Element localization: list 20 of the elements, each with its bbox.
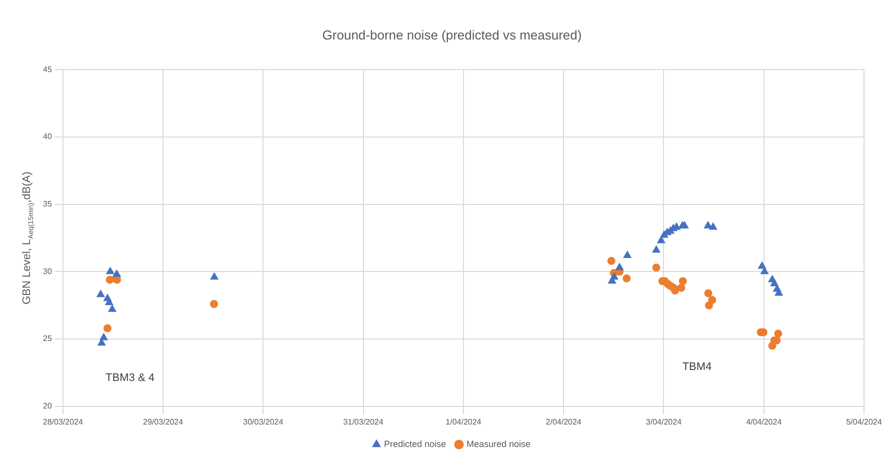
annotation: TBM3 & 4: [106, 372, 154, 384]
y-tick-label: 25: [42, 334, 52, 344]
x-tick-label: 31/03/2024: [343, 417, 384, 426]
legend-label: Measured noise: [466, 438, 531, 449]
y-tick-label: 45: [42, 64, 52, 74]
x-tick-label: 1/04/2024: [446, 417, 482, 426]
x-tick-label: 5/04/2024: [846, 417, 882, 426]
x-tick-label: 28/03/2024: [42, 417, 84, 426]
y-tick-label: 30: [42, 266, 52, 276]
x-tick-label: 30/03/2024: [243, 417, 284, 426]
x-tick-label: 4/04/2024: [746, 417, 782, 426]
y-tick-label: 20: [42, 402, 52, 411]
legend-label: Predicted noise: [384, 438, 446, 449]
x-tick-label: 29/03/2024: [143, 417, 184, 426]
y-tick-label: 40: [42, 132, 52, 142]
x-tick-label: 2/04/2024: [546, 417, 582, 426]
x-tick-label: 3/04/2024: [646, 417, 682, 426]
chart-title: Ground-borne noise (predicted vs measured): [322, 27, 582, 42]
annotation: TBM4: [682, 361, 712, 373]
y-tick-label: 35: [42, 200, 52, 209]
